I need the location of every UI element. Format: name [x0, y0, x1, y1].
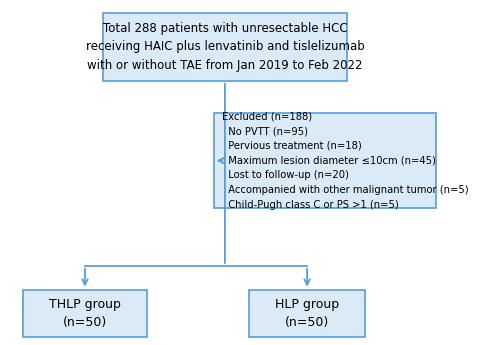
Text: HLP group
(n=50): HLP group (n=50) [275, 298, 339, 329]
FancyBboxPatch shape [23, 289, 147, 337]
FancyBboxPatch shape [102, 13, 347, 81]
Text: THLP group
(n=50): THLP group (n=50) [49, 298, 121, 329]
FancyBboxPatch shape [250, 289, 365, 337]
FancyBboxPatch shape [214, 113, 436, 208]
Text: Excluded (n=188)
  No PVTT (n=95)
  Pervious treatment (n=18)
  Maximum lesion d: Excluded (n=188) No PVTT (n=95) Pervious… [222, 111, 468, 210]
Text: Total 288 patients with unresectable HCC
receiving HAIC plus lenvatinib and tisl: Total 288 patients with unresectable HCC… [86, 22, 364, 72]
